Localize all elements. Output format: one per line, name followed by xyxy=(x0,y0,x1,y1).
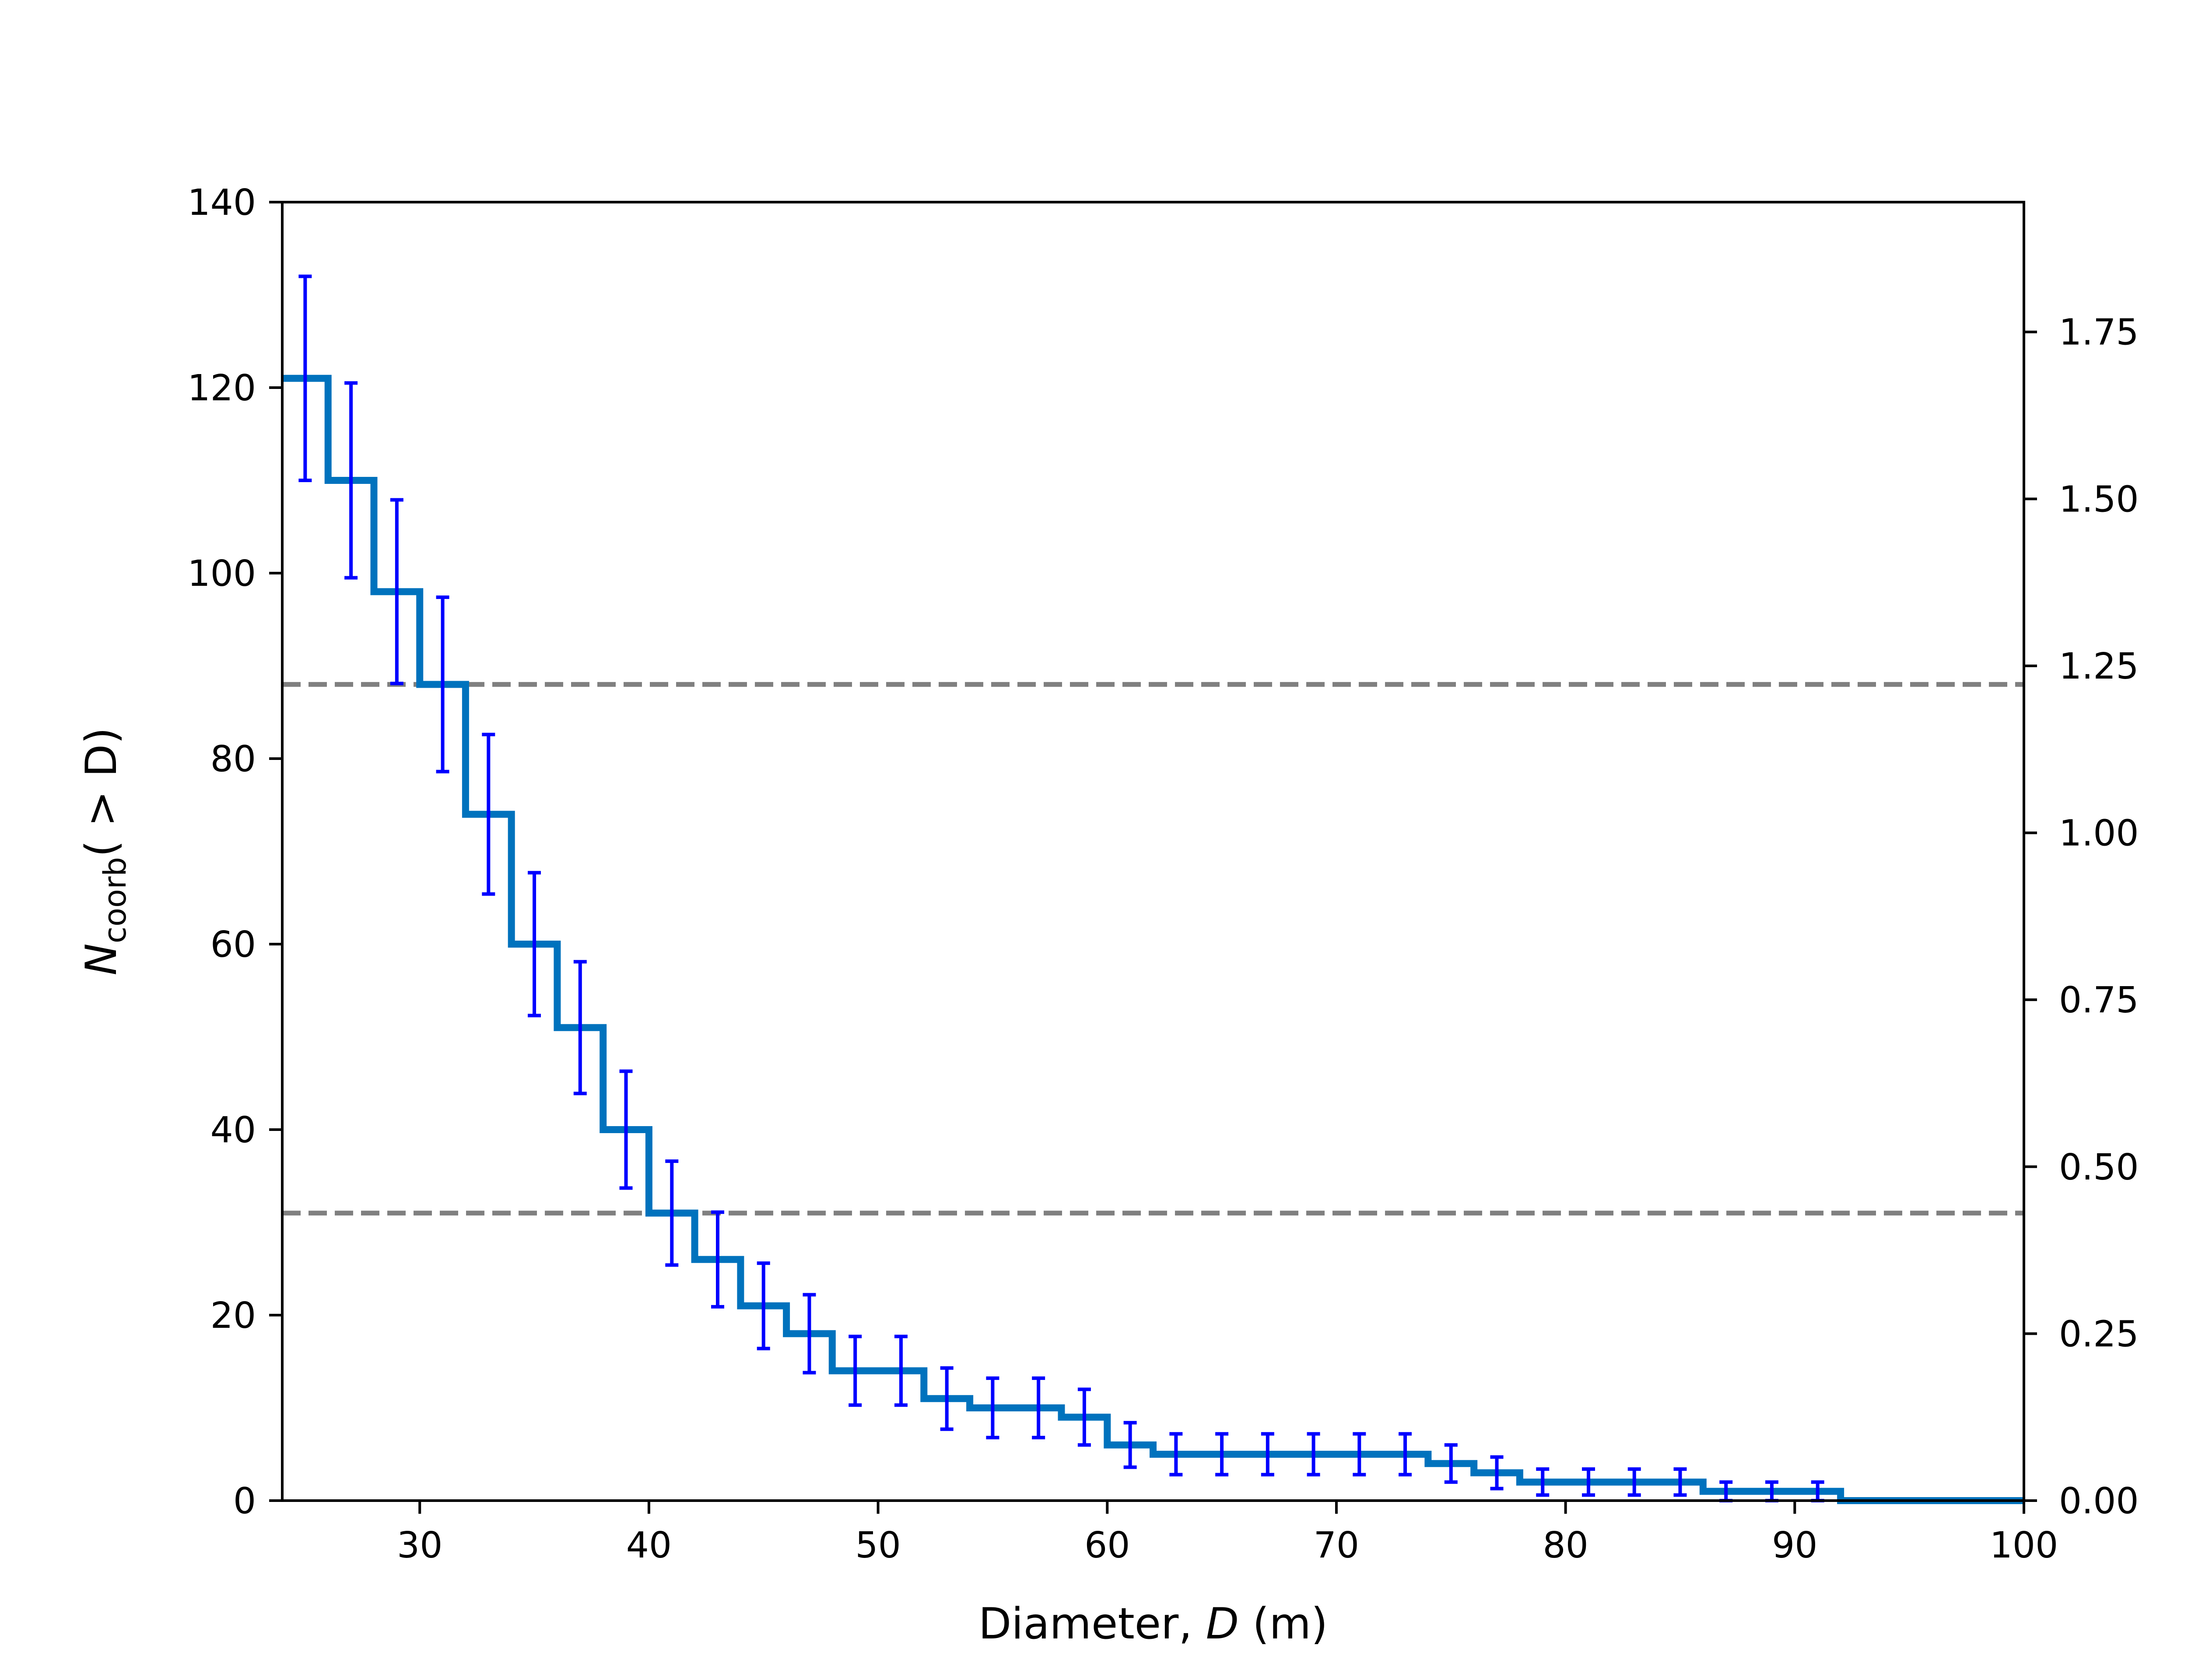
y-left-tick-label: 20 xyxy=(210,1295,256,1337)
error-bar-10 xyxy=(757,1261,770,1351)
x-tick-label: 100 xyxy=(1990,1525,2058,1566)
error-bar-25 xyxy=(1444,1443,1458,1484)
error-bar-17 xyxy=(1077,1387,1091,1447)
y-right-tick-label: 0.25 xyxy=(2059,1313,2139,1355)
error-bar-16 xyxy=(1032,1376,1045,1439)
error-bar-14 xyxy=(940,1366,954,1431)
y-left-tick-label: 80 xyxy=(210,738,256,780)
step-series-line xyxy=(282,374,2024,1504)
y-right-tick-label: 1.00 xyxy=(2059,813,2139,854)
error-bar-24 xyxy=(1399,1432,1412,1477)
y-right-tick-label: 0.75 xyxy=(2059,980,2139,1021)
x-tick-label: 90 xyxy=(1772,1525,1817,1566)
y-left-axis-label-subscript: coorb xyxy=(97,857,133,943)
x-axis-label-prefix: Diameter, xyxy=(978,1599,1206,1649)
error-bar-20 xyxy=(1215,1432,1229,1477)
error-bar-21 xyxy=(1261,1432,1274,1477)
y-right-tick-label: 1.25 xyxy=(2059,646,2139,687)
y-right-tick-label: 1.50 xyxy=(2059,479,2139,520)
x-tick-label: 40 xyxy=(626,1525,672,1566)
error-bar-0 xyxy=(298,274,312,482)
y-left-tick-label: 140 xyxy=(187,182,256,224)
y-right-tick-label: 0.00 xyxy=(2059,1480,2139,1522)
y-left-tick-label: 40 xyxy=(210,1110,256,1151)
error-bar-12 xyxy=(849,1334,862,1407)
plot-frame xyxy=(281,201,2025,1502)
x-tick-label: 30 xyxy=(397,1525,442,1566)
x-axis-label-suffix: (m) xyxy=(1239,1599,1328,1649)
error-bar-29 xyxy=(1627,1467,1641,1497)
error-bar-30 xyxy=(1673,1467,1687,1497)
x-axis-label-symbol: D xyxy=(1206,1599,1239,1649)
x-tick-label: 80 xyxy=(1543,1525,1588,1566)
x-tick-label: 70 xyxy=(1314,1525,1359,1566)
error-bar-27 xyxy=(1536,1467,1550,1497)
plot-area xyxy=(282,274,2024,1504)
error-bar-26 xyxy=(1490,1455,1504,1491)
error-bar-1 xyxy=(344,381,358,580)
error-bar-9 xyxy=(711,1210,724,1309)
error-bar-19 xyxy=(1169,1432,1183,1477)
y-left-tick-label: 60 xyxy=(210,924,256,966)
error-bar-13 xyxy=(894,1334,908,1407)
error-bar-8 xyxy=(665,1159,679,1267)
y-left-axis-label-suffix: ( > D) xyxy=(77,727,126,857)
error-bar-18 xyxy=(1123,1421,1137,1469)
y-right-tick-label: 0.50 xyxy=(2059,1147,2139,1188)
error-bar-4 xyxy=(482,732,495,896)
error-bar-11 xyxy=(803,1293,816,1375)
y-left-tick-label: 120 xyxy=(187,368,256,409)
y-left-tick-label: 0 xyxy=(233,1480,256,1522)
y-left-axis-label-symbol: N xyxy=(77,943,126,975)
error-bar-23 xyxy=(1353,1432,1366,1477)
error-bar-7 xyxy=(619,1069,633,1190)
y-right-tick-label: 1.75 xyxy=(2059,312,2139,354)
error-bar-6 xyxy=(573,960,587,1096)
axes: 30 40 50 60 70 80 90 100 0 20 40 60 80 100 120 140 0.00 0… xyxy=(77,182,2139,1649)
error-bar-2 xyxy=(390,498,403,686)
y-left-tick-label: 100 xyxy=(187,553,256,595)
x-axis-label: Diameter, D (m) xyxy=(978,1599,1328,1649)
x-tick-label: 60 xyxy=(1084,1525,1130,1566)
error-bar-15 xyxy=(986,1376,999,1439)
error-bar-3 xyxy=(436,595,449,774)
error-bar-22 xyxy=(1307,1432,1320,1477)
x-tick-label: 50 xyxy=(855,1525,901,1566)
error-bar-5 xyxy=(528,871,541,1018)
y-left-axis-label: Ncoorb( > D) xyxy=(77,727,133,975)
error-bar-28 xyxy=(1582,1467,1595,1497)
